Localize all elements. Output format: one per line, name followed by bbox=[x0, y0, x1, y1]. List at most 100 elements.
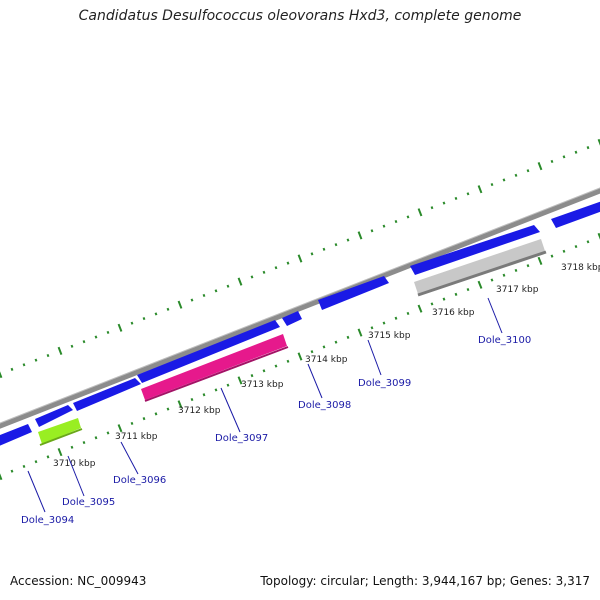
minor-tick bbox=[586, 146, 590, 150]
kbp-label: 3714 kbp bbox=[305, 355, 348, 365]
kbp-label: 3710 kbp bbox=[53, 459, 96, 469]
minor-tick bbox=[226, 284, 230, 288]
minor-tick bbox=[334, 340, 338, 344]
gene-arrow[interactable] bbox=[73, 378, 141, 411]
minor-tick bbox=[394, 316, 398, 320]
gene-label[interactable]: Dole_3098 bbox=[298, 400, 351, 411]
minor-tick bbox=[214, 388, 218, 392]
minor-tick bbox=[466, 288, 470, 292]
gene-label[interactable]: Dole_3094 bbox=[21, 515, 74, 526]
minor-tick bbox=[346, 335, 350, 339]
minor-tick bbox=[190, 298, 194, 302]
gene-arrow[interactable] bbox=[551, 200, 600, 228]
gene-arrow[interactable] bbox=[35, 405, 73, 427]
minor-tick bbox=[274, 364, 278, 368]
kbp-scale: 3710 kbp 3711 kbp 3712 kbp 3713 kbp 3714… bbox=[53, 263, 600, 469]
minor-tick bbox=[514, 268, 518, 273]
minor-tick bbox=[106, 330, 110, 334]
minor-tick bbox=[202, 293, 206, 298]
minor-tick bbox=[454, 196, 458, 201]
major-tick bbox=[57, 346, 63, 355]
minor-tick bbox=[34, 358, 38, 362]
minor-tick bbox=[346, 238, 350, 242]
minor-tick bbox=[22, 464, 26, 469]
minor-tick bbox=[370, 326, 374, 330]
minor-tick bbox=[406, 215, 410, 219]
minor-tick bbox=[526, 264, 530, 268]
minor-tick bbox=[70, 344, 74, 348]
minor-tick bbox=[274, 266, 278, 270]
gene-label[interactable]: Dole_3099 bbox=[358, 378, 411, 389]
gene-arrow[interactable] bbox=[137, 320, 280, 383]
minor-tick bbox=[166, 407, 170, 411]
minor-tick bbox=[250, 374, 254, 378]
minor-tick bbox=[286, 359, 290, 363]
major-tick bbox=[57, 448, 63, 457]
minor-tick bbox=[154, 312, 158, 316]
minor-tick bbox=[526, 169, 530, 173]
minor-tick bbox=[466, 192, 470, 196]
gene-arrow[interactable] bbox=[318, 276, 389, 310]
inner-tick-row bbox=[0, 232, 600, 481]
minor-tick bbox=[502, 178, 506, 182]
minor-tick bbox=[142, 316, 146, 321]
major-tick bbox=[597, 232, 600, 240]
gene-label[interactable]: Dole_3096 bbox=[113, 475, 166, 486]
major-tick bbox=[597, 138, 600, 146]
minor-tick bbox=[250, 275, 254, 279]
major-tick bbox=[177, 400, 183, 409]
genome-stats-text: Topology: circular; Length: 3,944,167 bp… bbox=[260, 574, 590, 588]
gene-arrow[interactable] bbox=[410, 225, 540, 275]
minor-tick bbox=[94, 335, 98, 339]
accession-text: Accession: NC_009943 bbox=[10, 574, 147, 588]
minor-tick bbox=[262, 369, 266, 373]
minor-tick bbox=[94, 436, 98, 440]
minor-tick bbox=[130, 321, 134, 325]
minor-tick bbox=[286, 261, 290, 265]
minor-tick bbox=[46, 455, 50, 459]
minor-tick bbox=[574, 150, 578, 154]
gene-arrow[interactable] bbox=[282, 311, 302, 326]
genome-backbone bbox=[0, 188, 600, 429]
minor-tick bbox=[202, 393, 206, 397]
major-tick bbox=[237, 376, 243, 385]
reverse-genes bbox=[38, 239, 547, 446]
minor-tick bbox=[322, 345, 326, 349]
gene-labels: Dole_3094 Dole_3095 Dole_3096 Dole_3097 … bbox=[21, 335, 531, 526]
gene-label[interactable]: Dole_3097 bbox=[215, 433, 268, 444]
kbp-label: 3716 kbp bbox=[432, 308, 475, 318]
gene-bar-magenta[interactable] bbox=[141, 334, 287, 400]
gene-arrow[interactable] bbox=[0, 424, 32, 446]
minor-tick bbox=[442, 297, 446, 301]
minor-tick bbox=[574, 244, 578, 249]
minor-tick bbox=[226, 383, 230, 387]
minor-tick bbox=[382, 224, 386, 228]
minor-tick bbox=[46, 353, 50, 358]
major-tick bbox=[237, 277, 243, 286]
minor-tick bbox=[310, 350, 314, 354]
major-tick bbox=[357, 328, 363, 337]
minor-tick bbox=[562, 155, 566, 159]
gene-bar-grey[interactable] bbox=[414, 239, 545, 294]
gene-label[interactable]: Dole_3100 bbox=[478, 335, 531, 346]
minor-tick bbox=[370, 229, 374, 233]
map-title: Candidatus Desulfococcus oleovorans Hxd3… bbox=[78, 8, 522, 24]
major-tick bbox=[357, 231, 363, 240]
minor-tick bbox=[562, 249, 566, 253]
minor-tick bbox=[550, 254, 554, 258]
major-tick bbox=[297, 254, 303, 263]
minor-tick bbox=[394, 219, 398, 224]
major-tick bbox=[117, 323, 123, 332]
kbp-label: 3711 kbp bbox=[115, 432, 158, 442]
minor-tick bbox=[154, 412, 158, 416]
outer-tick-row bbox=[0, 138, 600, 379]
forward-genes bbox=[0, 200, 600, 446]
minor-tick bbox=[586, 240, 590, 244]
minor-tick bbox=[406, 311, 410, 316]
major-tick bbox=[177, 300, 183, 309]
minor-tick bbox=[106, 431, 110, 435]
label-leaders bbox=[27, 297, 503, 513]
gene-label[interactable]: Dole_3095 bbox=[62, 497, 115, 508]
major-tick bbox=[417, 304, 423, 313]
gene-bar-lime[interactable] bbox=[38, 418, 81, 444]
